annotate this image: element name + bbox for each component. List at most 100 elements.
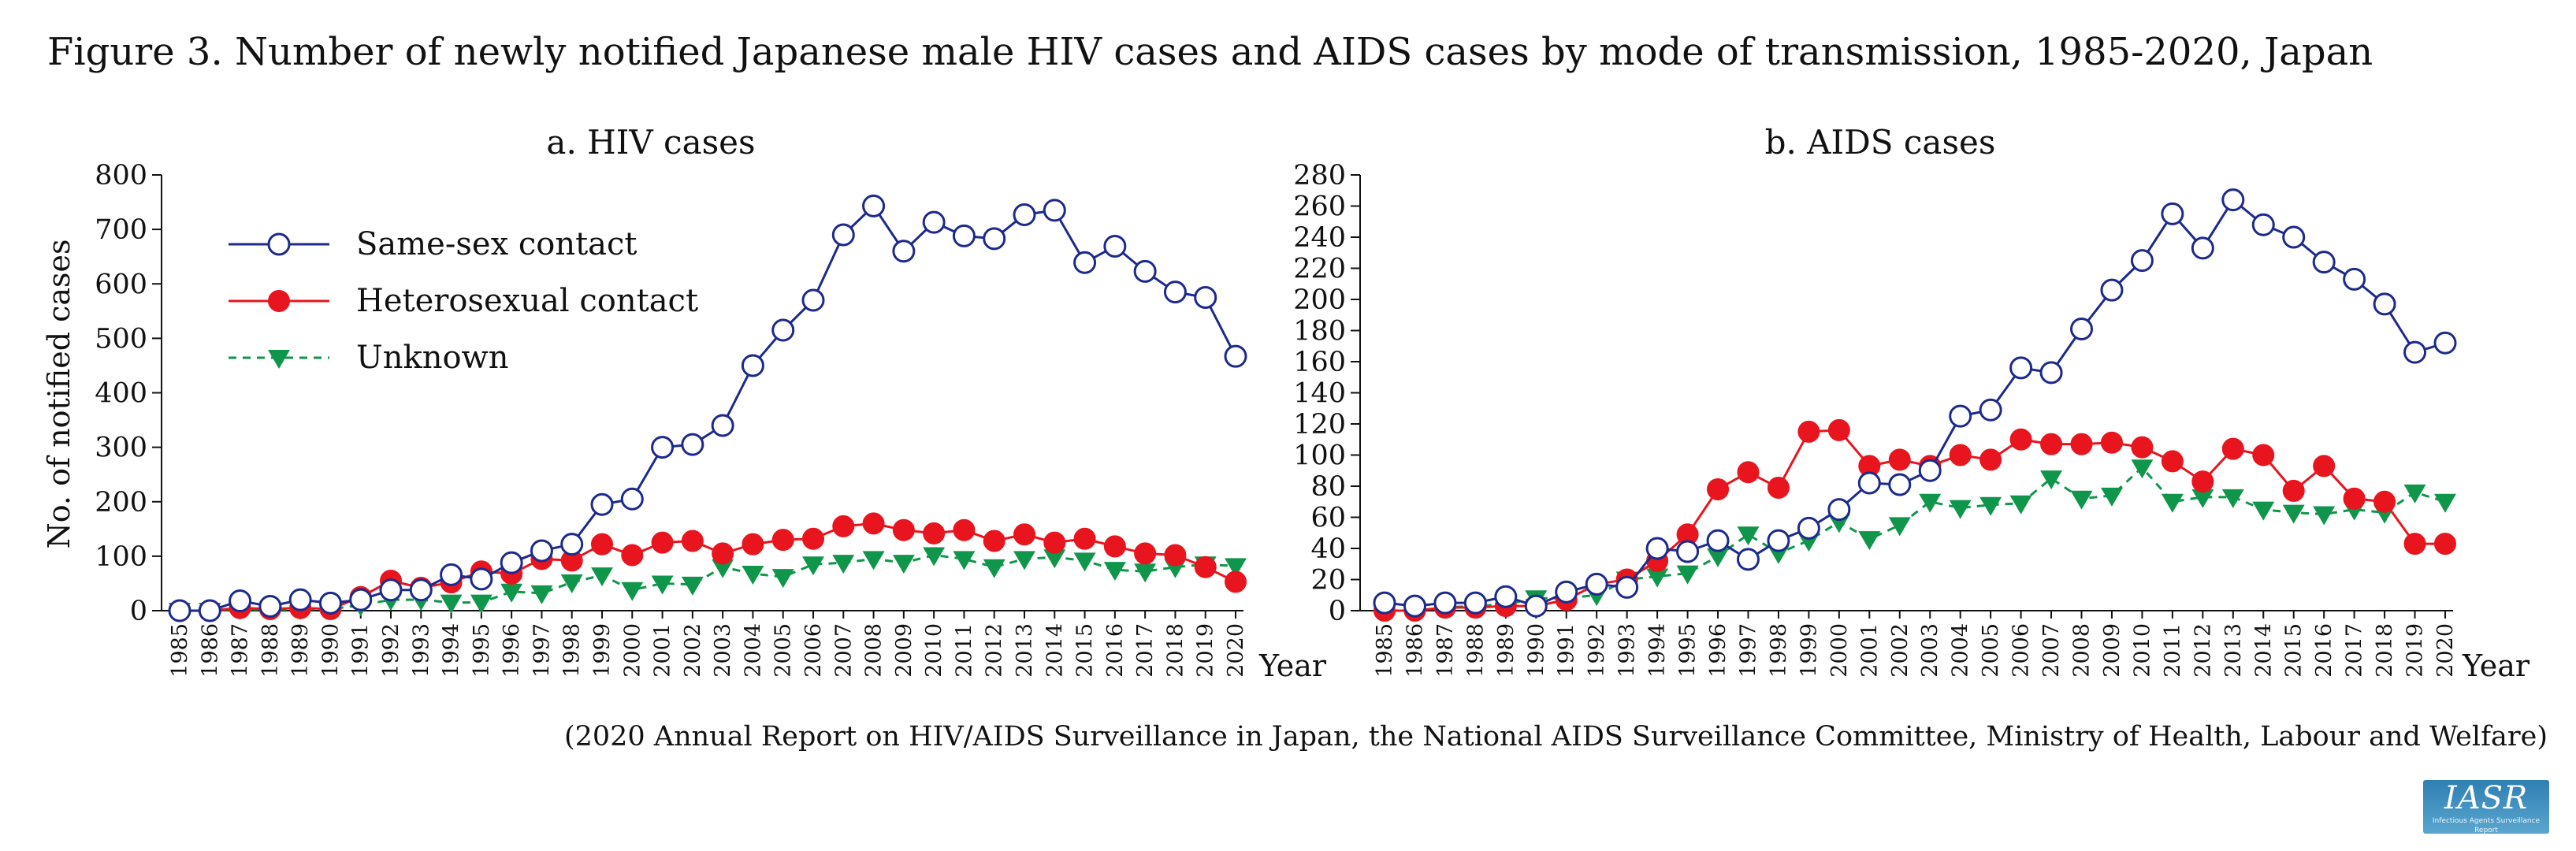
panel-a-point-heterosexual (712, 542, 734, 565)
panel-b-y-tick-label: 100 (1293, 440, 1346, 472)
panel-a-x-tick-label: 2004 (741, 623, 765, 678)
panel-a-y-tick-label: 100 (95, 541, 147, 573)
panel-b-point-heterosexual (2373, 490, 2396, 513)
panel-a-y-tick-label: 300 (95, 433, 147, 464)
panel-b-point-same-sex (1797, 516, 1820, 540)
panel-a-y-tick-label: 0 (130, 596, 147, 627)
panel-b-x-tick-label: 2010 (2130, 623, 2154, 678)
panel-b-point-heterosexual (2040, 433, 2063, 455)
panel-a-x-tick-label: 2011 (952, 623, 976, 678)
panel-a-x-tick-label: 1996 (500, 623, 524, 678)
panel-b-x-tick-label: 2003 (1918, 623, 1942, 678)
panel-a-point-heterosexual (591, 533, 613, 556)
panel-a-point-same-sex (1163, 281, 1187, 304)
panel-b-point-same-sex (1433, 591, 1457, 615)
panel-a-point-same-sex (409, 578, 433, 602)
panel-a-point-unknown (560, 574, 583, 594)
panel-b-point-same-sex (2221, 188, 2245, 212)
panel-a-y-tick-label: 500 (95, 323, 147, 355)
panel-b-y-tick-label: 200 (1293, 284, 1346, 316)
panel-b-x-tick-label: 1994 (1645, 623, 1670, 678)
panel-b-x-tick-label: 1990 (1524, 623, 1548, 678)
panel-a-point-heterosexual (681, 530, 704, 552)
panel-a-point-same-sex (831, 223, 855, 247)
panel-a-x-tick-label: 2007 (831, 623, 856, 678)
panel-a-point-same-sex (771, 318, 795, 342)
panel-b-x-tick-label: 1992 (1585, 623, 1609, 678)
legend-label-heterosexual: Heterosexual contact (356, 283, 698, 319)
panel-a-point-same-sex (379, 578, 403, 602)
panel-a-point-same-sex (1013, 203, 1036, 226)
legend-marker-filled-circle (268, 290, 290, 312)
panel-a-point-heterosexual (1103, 535, 1126, 558)
panel-b-x-tick-label: 2006 (2009, 623, 2034, 678)
panel-b-point-same-sex (1706, 529, 1730, 552)
panel-b-y-tick-label: 140 (1293, 378, 1346, 410)
panel-b-point-same-sex (2039, 361, 2063, 385)
panel-b-point-heterosexual (2070, 433, 2093, 455)
panel-a-point-unknown (802, 556, 824, 576)
panel-b-point-heterosexual (1737, 461, 1760, 484)
panel-b-point-unknown (1737, 526, 1760, 546)
panel-a-point-heterosexual (771, 529, 794, 552)
panel-b-point-same-sex (1676, 540, 1700, 563)
panel-b-point-unknown (2040, 470, 2063, 490)
logo-subtext: Infectious Agents Surveillance Report (2432, 817, 2541, 834)
panel-a-x-tick-label: 1999 (590, 623, 615, 678)
panel-b-x-tick-label: 2007 (2039, 623, 2064, 678)
panel-a-point-unknown (500, 583, 523, 603)
panel-b-point-same-sex (2161, 202, 2184, 225)
panel-b-point-same-sex (1524, 594, 1548, 618)
panel-b-x-tick-label: 2004 (1949, 623, 1973, 678)
panel-b-point-unknown (2282, 504, 2305, 524)
panel-b-point-same-sex (1736, 548, 1760, 571)
source-note: (2020 Annual Report on HIV/AIDS Surveill… (563, 721, 2548, 753)
panel-b-point-unknown (1707, 548, 1730, 567)
panel-a-point-same-sex (862, 194, 886, 217)
panel-b-point-same-sex (1767, 529, 1790, 552)
panel-a-x-tick-label: 2012 (983, 623, 1007, 678)
panel-b-x-tick-label: 2001 (1857, 623, 1882, 678)
panel-a-point-unknown (530, 585, 553, 604)
panel-b-point-same-sex (2343, 267, 2366, 291)
panel-b-point-unknown (2131, 459, 2154, 479)
panel-a-point-heterosexual (923, 522, 946, 544)
panel-a-point-unknown (832, 555, 855, 574)
panel-b-point-heterosexual (1827, 418, 1850, 441)
panel-b-point-heterosexual (1797, 420, 1820, 443)
panel-a-point-unknown (862, 551, 885, 570)
panel-a-point-same-sex (318, 591, 342, 615)
panel-b-x-tick-label: 2016 (2312, 623, 2336, 678)
panel-b-point-heterosexual (2221, 437, 2244, 460)
panel-a-point-heterosexual (1134, 542, 1157, 565)
panel-a-point-unknown (1073, 552, 1096, 572)
panel-b-point-heterosexual (1979, 448, 2002, 471)
panel-b-x-tick-label: 1999 (1797, 623, 1821, 678)
panel-a-x-tick-label: 1990 (318, 623, 343, 678)
panel-a-x-tick-label: 2016 (1103, 623, 1128, 678)
panel-a-point-same-sex (590, 492, 614, 516)
panel-a-point-unknown (470, 594, 493, 614)
panel-a-point-unknown (1043, 549, 1066, 569)
panel-a-point-unknown (712, 559, 734, 578)
panel-a-point-unknown (1225, 558, 1247, 578)
panel-b-x-tick-label: 1987 (1433, 623, 1458, 678)
panel-b-point-unknown (2252, 501, 2275, 521)
panel-b-series-line-same-sex (1384, 198, 2446, 608)
panel-a-point-unknown (953, 551, 976, 570)
panel-b-x-tick-label: 2000 (1827, 623, 1852, 678)
panel-b-point-same-sex (1585, 572, 1608, 596)
legend-item-unknown: Unknown (229, 340, 509, 376)
panel-a-x-tick-label: 1993 (409, 623, 433, 678)
panel-b-y-tick-label: 180 (1293, 316, 1346, 347)
panel-a-point-unknown (1103, 562, 1126, 582)
panel-a-point-unknown (892, 555, 915, 574)
legend-item-heterosexual: Heterosexual contact (229, 283, 698, 319)
panel-b-point-same-sex (1857, 471, 1881, 495)
panel-a-point-heterosexual (953, 518, 976, 541)
panel-b-point-heterosexual (2403, 533, 2426, 556)
panel-a-point-same-sex (229, 589, 252, 613)
panel-b-point-unknown (1888, 517, 1911, 537)
panel-a-x-tick-label: 2020 (1224, 623, 1248, 678)
